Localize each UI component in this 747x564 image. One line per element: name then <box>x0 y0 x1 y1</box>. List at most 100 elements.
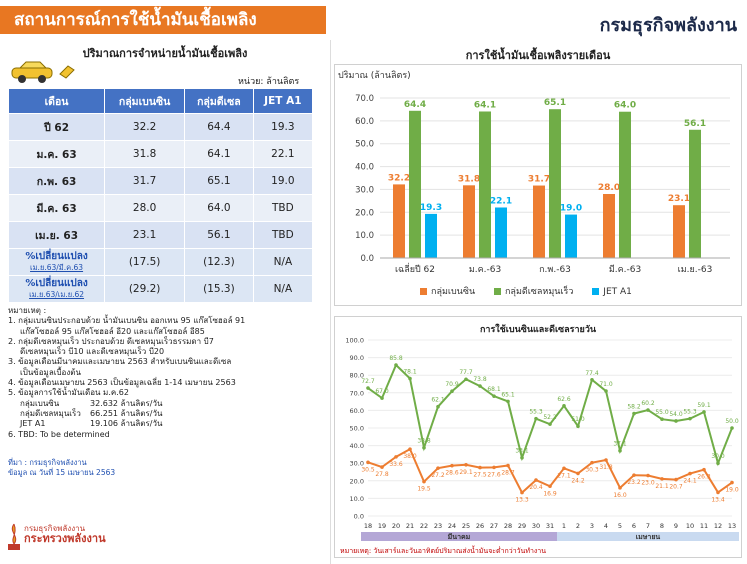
source-line: ที่มา : กรมธุรกิจพลังงาน <box>8 458 87 467</box>
x-tick-label: 18 <box>364 522 372 530</box>
y-tick-label: 0.0 <box>360 254 374 264</box>
data-point <box>422 479 426 484</box>
legend-label: กลุ่มเบนซิน <box>431 287 476 297</box>
table-row-pct: %เปลี่ยนแปลง เม.ย.63/มี.ค.63 (17.5) (12.… <box>7 248 314 276</box>
data-point <box>618 448 622 453</box>
unit-label: หน่วย: ล้านลิตร <box>238 77 300 87</box>
data-point <box>492 394 496 398</box>
data-label: 23.2 <box>627 479 641 486</box>
data-point <box>520 490 524 495</box>
line-footnote: หมายเหตุ: วันเสาร์และวันอาทิตย์ปริมาณส่ง… <box>340 547 547 555</box>
note-line: แก๊สโซฮอล์ 95 แก๊สโซฮอล์ อี20 และแก๊สโซฮ… <box>20 326 205 336</box>
data-label: 20.7 <box>669 484 683 491</box>
cell: 64.0 <box>184 194 254 222</box>
bar <box>619 111 631 258</box>
cell: 31.7 <box>104 167 186 195</box>
data-label: 27.6 <box>487 471 501 478</box>
y-tick-label: 60.0 <box>355 117 374 127</box>
avg-key: กลุ่มเบนซิน <box>20 398 60 408</box>
data-label: 24.1 <box>683 478 697 485</box>
data-label: 67.0 <box>375 388 389 395</box>
data-point <box>548 484 552 489</box>
line-chart: 0.0 10.0 20.0 30.0 40.0 50.0 60.0 70.0 80.0 90.0 1… <box>345 337 739 541</box>
bar-value-label: 32.2 <box>388 173 410 183</box>
cell: 31.8 <box>104 140 186 168</box>
bar <box>673 205 685 258</box>
data-label: 19.0 <box>725 487 739 494</box>
fuel-table: เดือน กลุ่มเบนซิน กลุ่มดีเซล JET A1 ปี 6… <box>7 88 314 303</box>
data-label: 50.0 <box>725 418 739 425</box>
bar-chart-frame <box>334 64 742 306</box>
month-band <box>361 532 557 541</box>
data-label: 51.0 <box>571 416 585 423</box>
data-point <box>548 422 552 426</box>
bar-value-label: 64.0 <box>614 101 636 111</box>
data-point <box>562 404 566 408</box>
data-label: 27.1 <box>557 472 571 479</box>
pct-label: %เปลี่ยนแปลง <box>25 250 88 262</box>
data-label: 29.1 <box>459 469 473 476</box>
table-row: มี.ค. 63 28.0 64.0 TBD <box>7 194 314 222</box>
x-tick-label: 7 <box>646 522 650 530</box>
data-point <box>436 466 440 470</box>
cell: ม.ค. 63 <box>7 140 106 168</box>
cell: N/A <box>252 248 314 276</box>
data-label: 70.9 <box>445 381 459 388</box>
data-label: 20.4 <box>529 484 543 491</box>
line-chart-title: การใช้เบนซินและดีเซลรายวัน <box>479 325 597 335</box>
data-point <box>394 363 398 367</box>
cell: (29.2) <box>104 275 186 303</box>
x-tick-label: ก.พ.-63 <box>539 265 571 275</box>
y-tick-label: 0.0 <box>354 513 364 521</box>
data-point <box>730 426 734 430</box>
cell: 28.0 <box>104 194 186 222</box>
data-label: 13.3 <box>515 497 529 504</box>
data-label: 52.2 <box>543 414 557 421</box>
y-tick-label: 10.0 <box>350 495 364 503</box>
cell: 23.1 <box>104 221 186 249</box>
cell: ปี 62 <box>7 113 106 141</box>
legend-label: JET A1 <box>603 287 632 297</box>
cell: 22.1 <box>252 140 314 168</box>
bar <box>479 111 491 258</box>
data-point <box>702 467 706 472</box>
pct-label-cell: %เปลี่ยนแปลง เม.ย.63/เม.ย.62 <box>7 275 106 303</box>
data-point <box>478 465 482 470</box>
avg-key: กลุ่มดีเซลหมุนเร็ว <box>20 408 81 418</box>
y-tick-label: 30.0 <box>350 460 364 468</box>
avg-row: JET A1 19.106 ล้านลิตร/วัน <box>8 419 328 429</box>
y-tick-label: 10.0 <box>355 231 374 241</box>
legend-label: กลุ่มดีเซลหมุนเร็ว <box>504 287 574 297</box>
data-label: 62.1 <box>431 397 445 404</box>
y-tick-label: 80.0 <box>350 372 364 380</box>
col-benzin: กลุ่มเบนซิน <box>104 88 186 114</box>
month-band <box>557 532 739 541</box>
data-label: 16.0 <box>613 492 627 499</box>
data-point <box>576 471 580 476</box>
bar <box>463 185 475 258</box>
bar-value-label: 31.7 <box>528 175 550 185</box>
data-label: 23.0 <box>641 480 655 487</box>
bar-chart: ปริมาณ (ล้านลิตร) 0.0 10.0 20.0 30.0 40.0 50.0… <box>338 70 730 275</box>
pct-sub: เม.ย.63/มี.ค.63 <box>30 262 84 272</box>
data-label: 54.0 <box>669 411 683 418</box>
data-label: 71.0 <box>599 381 613 388</box>
month-label: มีนาคม <box>447 533 470 541</box>
data-label: 13.4 <box>711 496 725 503</box>
cell: TBD <box>252 221 314 249</box>
cell: 19.0 <box>252 167 314 195</box>
x-tick-label: 27 <box>490 522 498 530</box>
cell: (15.3) <box>184 275 254 303</box>
x-tick-label: 11 <box>700 522 708 530</box>
data-point <box>380 396 384 400</box>
organization-name: กรมธุรกิจพลังงาน <box>599 15 737 36</box>
month-label: เมษายน <box>636 533 661 541</box>
data-label: 55.3 <box>683 409 697 416</box>
pct-label-cell: %เปลี่ยนแปลง เม.ย.63/มี.ค.63 <box>7 248 106 276</box>
data-point <box>492 465 496 470</box>
data-point <box>632 411 636 416</box>
x-tick-label: 8 <box>660 522 664 530</box>
data-point <box>646 473 650 478</box>
data-point <box>534 416 538 421</box>
data-label: 30.0 <box>711 453 725 460</box>
